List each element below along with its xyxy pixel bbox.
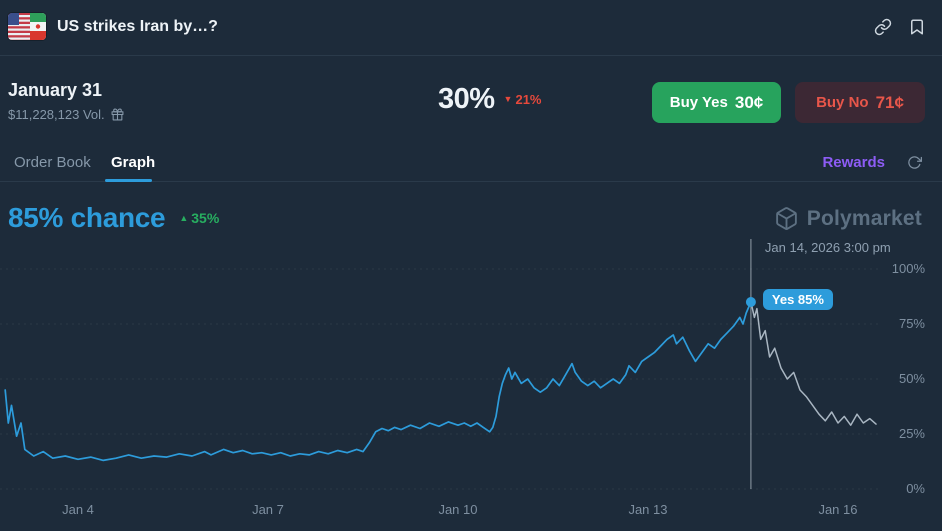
refresh-icon: [907, 155, 922, 170]
x-axis-label: Jan 4: [62, 502, 94, 517]
chart-chance-block: 85% chance ▲ 35%: [8, 202, 219, 234]
crosshair-timestamp: Jan 14, 2026 3:00 pm: [764, 240, 891, 255]
tab-graph[interactable]: Graph: [105, 153, 161, 172]
active-tab-underline: [105, 179, 152, 182]
copy-link-button[interactable]: [874, 18, 892, 36]
rewards-link[interactable]: Rewards: [816, 153, 891, 172]
triangle-up-icon: ▲: [179, 212, 189, 223]
tab-order-book[interactable]: Order Book: [8, 153, 97, 172]
chart-chance: 85% chance: [8, 202, 166, 233]
market-chance-block: 30% ▼ 21%: [438, 83, 542, 116]
buy-yes-label: Buy Yes: [669, 94, 728, 111]
header-bar: US strikes Iran by…?: [0, 0, 942, 56]
price-tooltip: Yes 85%: [762, 289, 833, 310]
y-axis-label: 75%: [898, 316, 925, 331]
polymarket-watermark: Polymarket: [774, 206, 922, 231]
market-volume: $11,228,123 Vol.: [8, 107, 124, 122]
chart-change: ▲ 35%: [179, 210, 219, 226]
y-axis-label: 100%: [891, 261, 925, 276]
polymarket-logo-icon: [774, 206, 799, 231]
triangle-down-icon: ▼: [503, 94, 513, 104]
link-icon: [874, 18, 892, 36]
gift-icon[interactable]: [111, 108, 124, 121]
x-axis-label: Jan 16: [818, 502, 858, 517]
market-change: ▼ 21%: [504, 92, 542, 107]
tab-bar: Order Book Graph Rewards: [0, 146, 942, 182]
x-axis-label: Jan 13: [628, 502, 668, 517]
refresh-button[interactable]: [907, 155, 922, 170]
market-change-value: 21%: [515, 92, 542, 107]
buy-no-button[interactable]: Buy No 71¢: [795, 82, 925, 123]
market-date: January 31: [8, 80, 103, 100]
buy-yes-price: 30¢: [734, 92, 764, 112]
watermark-text: Polymarket: [806, 206, 922, 230]
bookmark-button[interactable]: [908, 18, 926, 36]
market-title: US strikes Iran by…?: [57, 18, 218, 35]
chart-change-value: 35%: [191, 210, 220, 226]
bookmark-icon: [908, 18, 926, 36]
buy-no-price: 71¢: [875, 92, 904, 112]
buy-no-label: Buy No: [816, 94, 869, 111]
market-chance: 30%: [438, 83, 495, 115]
x-axis-label: Jan 7: [252, 502, 284, 517]
y-axis-label: 0%: [906, 481, 925, 496]
y-axis-label: 50%: [898, 371, 925, 386]
market-volume-text: $11,228,123 Vol.: [8, 107, 105, 122]
y-axis-label: 25%: [898, 426, 925, 441]
x-axis-label: Jan 10: [438, 502, 478, 517]
buy-yes-button[interactable]: Buy Yes 30¢: [652, 82, 781, 123]
market-flag-icon: [8, 13, 46, 40]
